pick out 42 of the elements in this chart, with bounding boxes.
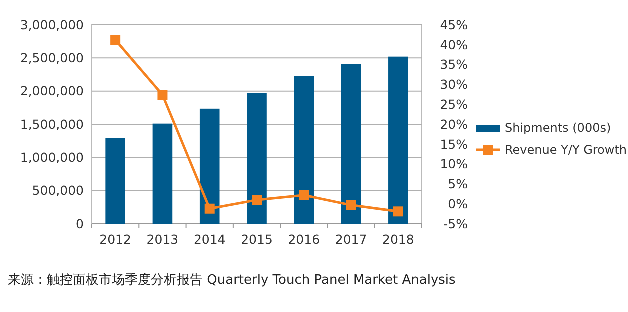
y-tick-label: 0 bbox=[76, 216, 84, 232]
y-tick-label: 500,000 bbox=[32, 183, 84, 198]
bar bbox=[388, 56, 408, 224]
y-tick-label: 2,000,000 bbox=[20, 84, 84, 99]
point bbox=[110, 35, 121, 46]
y-tick-label: 2,500,000 bbox=[20, 50, 84, 66]
point bbox=[204, 204, 215, 214]
y-tick-label: 3,000,000 bbox=[20, 17, 84, 32]
y2-tick-label: 40% bbox=[440, 37, 468, 52]
bar bbox=[341, 64, 362, 224]
y2-tick-label: -5% bbox=[444, 216, 468, 232]
point bbox=[252, 195, 262, 206]
x-tick-label: 2014 bbox=[194, 232, 226, 247]
x-tick-label: 2012 bbox=[100, 232, 132, 247]
source-note: 来源：触控面板市场季度分析报告 Quarterly Touch Panel Market Analysis bbox=[8, 272, 457, 290]
x-tick-label: 2017 bbox=[335, 232, 368, 247]
point bbox=[158, 90, 168, 100]
y2-tick-label: 25% bbox=[440, 96, 468, 112]
x-tick-label: 2016 bbox=[288, 232, 320, 247]
point bbox=[346, 200, 356, 210]
y-tick-label: 1,000,000 bbox=[20, 150, 84, 166]
y-tick-label: 1,500,000 bbox=[20, 116, 84, 132]
x-tick-label: 2015 bbox=[241, 232, 273, 247]
x-tick-label: 2018 bbox=[382, 232, 414, 247]
bar bbox=[200, 108, 220, 224]
y2-tick-label: 35% bbox=[440, 57, 468, 72]
y2-tick-label: 30% bbox=[440, 77, 468, 92]
y2-tick-label: 10% bbox=[440, 156, 468, 172]
legend-label: Shipments (000s) bbox=[505, 121, 612, 136]
bar bbox=[152, 124, 173, 224]
bar bbox=[294, 76, 314, 224]
legend-label: Revenue Y/Y Growth bbox=[505, 143, 628, 158]
x-tick-label: 2013 bbox=[146, 232, 179, 247]
bar bbox=[247, 93, 267, 224]
point bbox=[299, 190, 310, 200]
y2-tick-label: 0% bbox=[448, 196, 468, 212]
y2-tick-label: 20% bbox=[440, 116, 468, 132]
y2-tick-label: 5% bbox=[448, 176, 468, 192]
y2-tick-label: 15% bbox=[440, 136, 468, 152]
bar bbox=[106, 138, 126, 224]
point bbox=[393, 206, 404, 217]
y2-tick-label: 45% bbox=[440, 17, 468, 32]
